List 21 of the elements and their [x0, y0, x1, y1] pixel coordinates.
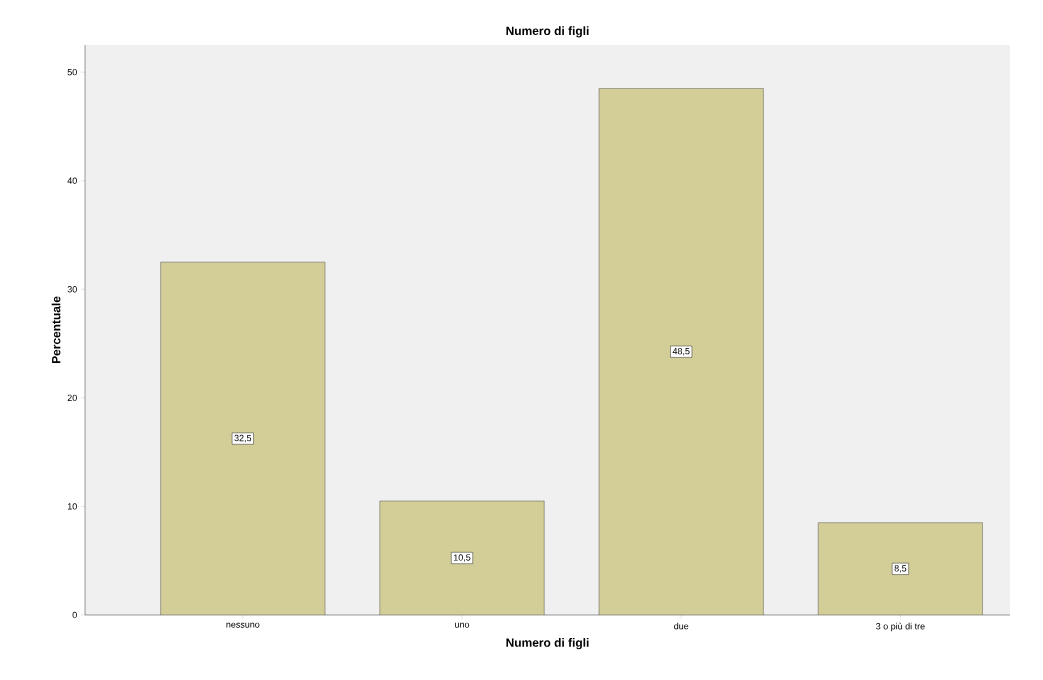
y-tick-label: 40: [67, 177, 77, 184]
bar: [598, 88, 764, 615]
data-label: 32,5: [234, 434, 252, 443]
data-label: 8,5: [894, 565, 907, 573]
y-tick-label: 20: [67, 394, 77, 402]
x-tick-label: due: [674, 622, 689, 630]
data-label: 48,5: [672, 348, 690, 356]
y-tick-label: 10: [67, 503, 77, 510]
x-tick-label: uno: [455, 622, 470, 628]
chart-title: Numero di figli: [506, 26, 589, 38]
y-tick-label: 30: [67, 286, 77, 293]
x-tick-label: nessuno: [226, 622, 260, 628]
bar: [160, 261, 326, 615]
y-tick-label: 0: [72, 611, 77, 619]
data-label: 10,5: [453, 554, 471, 562]
y-axis-title: Percentuale: [51, 296, 61, 364]
bar: [379, 500, 545, 615]
y-tick-label: 50: [67, 68, 77, 76]
bar: [818, 522, 983, 615]
x-axis-title: Numero di figli: [506, 638, 589, 650]
x-tick-label: 3 o più di tre: [876, 622, 925, 632]
